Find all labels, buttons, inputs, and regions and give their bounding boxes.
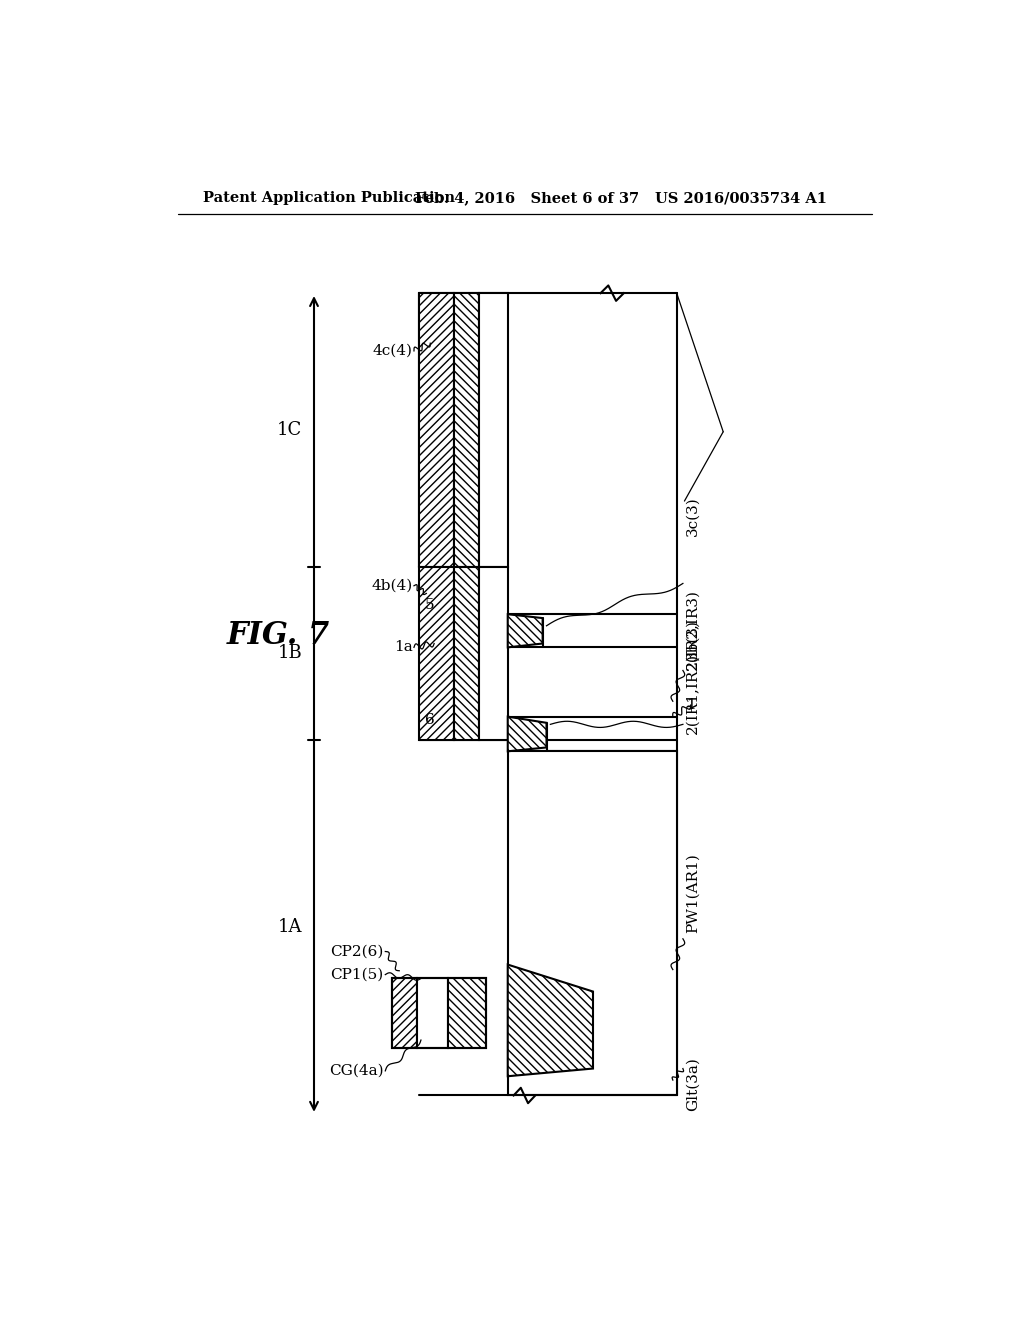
Text: 6: 6 [425, 714, 434, 727]
Text: 3b(3): 3b(3) [686, 619, 700, 660]
Text: 1A: 1A [278, 919, 302, 936]
Text: 5: 5 [425, 598, 434, 612]
Text: 4c(4): 4c(4) [373, 345, 413, 358]
Bar [417, 978, 449, 1048]
Text: Patent Application Publication: Patent Application Publication [203, 191, 456, 206]
Text: Feb. 4, 2016   Sheet 6 of 37: Feb. 4, 2016 Sheet 6 of 37 [415, 191, 639, 206]
Text: 4b(4): 4b(4) [371, 578, 413, 593]
Polygon shape [508, 965, 593, 1076]
Bar [419, 566, 454, 739]
Bar [449, 978, 486, 1048]
Bar [454, 566, 479, 739]
Polygon shape [508, 614, 543, 647]
Text: 3c(3): 3c(3) [686, 496, 700, 536]
Bar [391, 978, 417, 1048]
Text: CP1(5): CP1(5) [331, 968, 384, 982]
Text: PW1(AR1): PW1(AR1) [686, 853, 700, 932]
Bar [508, 751, 677, 1096]
Text: 1a: 1a [393, 640, 413, 655]
Bar [479, 293, 508, 566]
Bar [419, 293, 454, 566]
Text: US 2016/0035734 A1: US 2016/0035734 A1 [655, 191, 827, 206]
Bar [391, 978, 486, 1048]
Text: 2(IR2,IR3): 2(IR2,IR3) [686, 589, 700, 671]
Text: FIG. 7: FIG. 7 [227, 620, 331, 651]
Bar [454, 293, 479, 566]
Text: CP2(6): CP2(6) [331, 945, 384, 958]
Text: Glt(3a): Glt(3a) [686, 1057, 700, 1111]
Text: CG(4a): CG(4a) [329, 1064, 384, 1078]
Text: 1B: 1B [278, 644, 302, 663]
Polygon shape [508, 717, 547, 751]
Text: 2(IR1,IR2): 2(IR1,IR2) [686, 653, 700, 734]
Text: 1: 1 [686, 698, 695, 711]
Text: 1C: 1C [278, 421, 302, 438]
Bar [479, 566, 508, 739]
